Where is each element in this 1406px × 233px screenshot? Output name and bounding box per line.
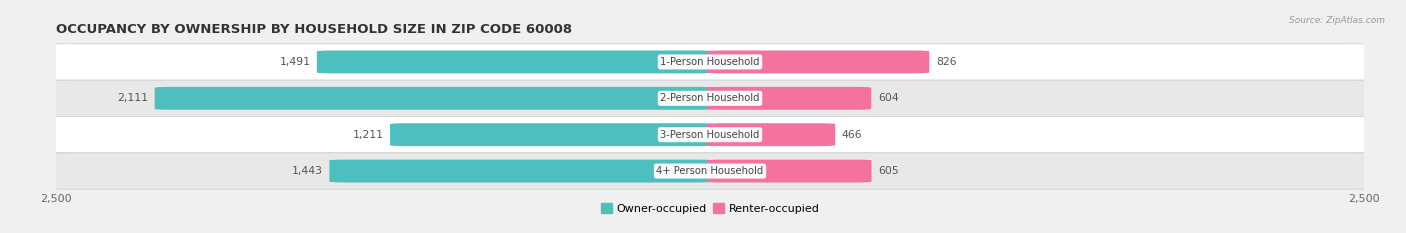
Text: 2,111: 2,111: [117, 93, 148, 103]
FancyBboxPatch shape: [155, 87, 713, 110]
FancyBboxPatch shape: [44, 80, 1376, 116]
Text: 1,443: 1,443: [292, 166, 323, 176]
Text: 826: 826: [936, 57, 956, 67]
FancyBboxPatch shape: [44, 116, 1376, 153]
Text: 1-Person Household: 1-Person Household: [661, 57, 759, 67]
Legend: Owner-occupied, Renter-occupied: Owner-occupied, Renter-occupied: [596, 199, 824, 218]
Text: 4+ Person Household: 4+ Person Household: [657, 166, 763, 176]
FancyBboxPatch shape: [389, 123, 713, 146]
FancyBboxPatch shape: [707, 51, 929, 73]
Text: 2-Person Household: 2-Person Household: [661, 93, 759, 103]
FancyBboxPatch shape: [44, 153, 1376, 189]
Text: Source: ZipAtlas.com: Source: ZipAtlas.com: [1289, 16, 1385, 25]
Text: 1,211: 1,211: [353, 130, 384, 140]
Text: 3-Person Household: 3-Person Household: [661, 130, 759, 140]
FancyBboxPatch shape: [707, 123, 835, 146]
FancyBboxPatch shape: [707, 160, 872, 182]
Text: 604: 604: [877, 93, 898, 103]
FancyBboxPatch shape: [44, 44, 1376, 80]
FancyBboxPatch shape: [316, 51, 713, 73]
Text: OCCUPANCY BY OWNERSHIP BY HOUSEHOLD SIZE IN ZIP CODE 60008: OCCUPANCY BY OWNERSHIP BY HOUSEHOLD SIZE…: [56, 23, 572, 36]
FancyBboxPatch shape: [707, 87, 872, 110]
Text: 1,491: 1,491: [280, 57, 311, 67]
Text: 605: 605: [879, 166, 898, 176]
FancyBboxPatch shape: [329, 160, 713, 182]
Text: 466: 466: [842, 130, 862, 140]
